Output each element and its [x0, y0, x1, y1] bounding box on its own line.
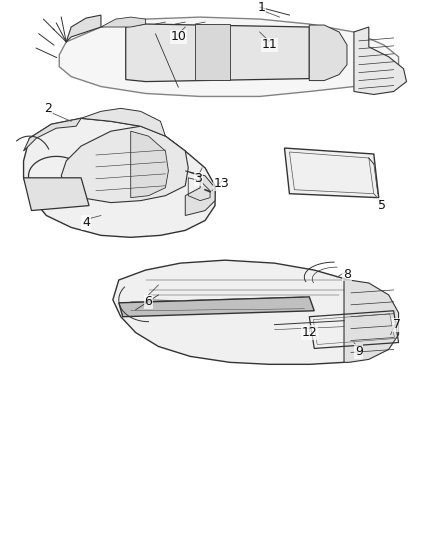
- Polygon shape: [126, 24, 309, 82]
- Text: 9: 9: [355, 345, 363, 358]
- Text: 13: 13: [214, 177, 230, 190]
- Polygon shape: [354, 27, 406, 94]
- Polygon shape: [24, 118, 215, 237]
- Polygon shape: [101, 17, 145, 27]
- Text: 11: 11: [262, 38, 278, 51]
- Text: 12: 12: [301, 326, 317, 339]
- Circle shape: [209, 190, 215, 196]
- Polygon shape: [195, 24, 230, 79]
- Text: 5: 5: [378, 199, 386, 212]
- Text: 1: 1: [258, 1, 265, 14]
- Text: 10: 10: [170, 30, 186, 43]
- Polygon shape: [59, 17, 399, 96]
- Polygon shape: [119, 297, 314, 317]
- Polygon shape: [113, 260, 396, 365]
- Text: 4: 4: [82, 216, 90, 229]
- Text: 6: 6: [145, 295, 152, 308]
- Text: 3: 3: [194, 172, 202, 185]
- Text: 8: 8: [343, 268, 351, 280]
- Text: 2: 2: [44, 102, 52, 115]
- Polygon shape: [344, 280, 399, 362]
- Polygon shape: [131, 131, 168, 198]
- Polygon shape: [185, 171, 215, 215]
- Polygon shape: [24, 118, 81, 151]
- Polygon shape: [309, 25, 347, 80]
- Polygon shape: [285, 148, 379, 198]
- Text: 7: 7: [392, 318, 401, 331]
- Polygon shape: [24, 178, 89, 211]
- Polygon shape: [61, 126, 188, 203]
- Polygon shape: [81, 108, 166, 136]
- Polygon shape: [66, 15, 101, 42]
